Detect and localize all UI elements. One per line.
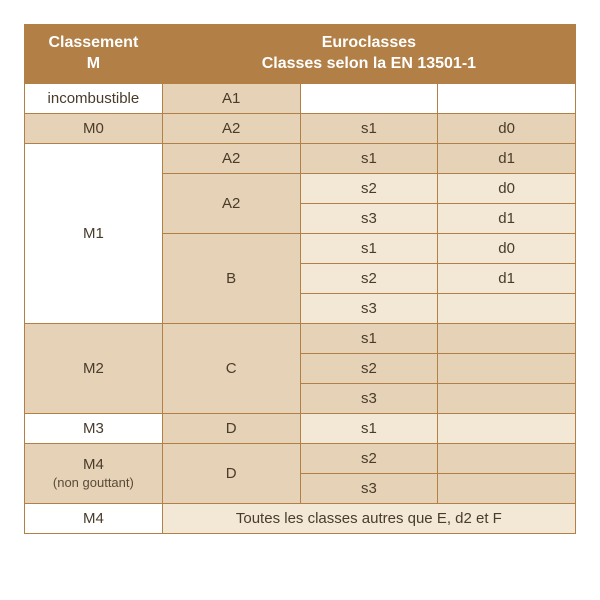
cell-c3: s2 [300, 173, 438, 203]
cell-c4: d0 [438, 173, 576, 203]
cell-c4: d1 [438, 263, 576, 293]
header-euroclasses-l2: Classes selon la EN 13501-1 [262, 55, 476, 72]
cell-m: M0 [25, 113, 163, 143]
table-row: M4 Toutes les classes autres que E, d2 e… [25, 503, 576, 533]
cell-c3: s3 [300, 383, 438, 413]
cell-c2: A1 [162, 83, 300, 113]
cell-c2: D [162, 413, 300, 443]
cell-c4 [438, 443, 576, 473]
header-euroclasses-l1: Euroclasses [322, 34, 416, 51]
cell-c2: C [162, 323, 300, 413]
cell-m: incombustible [25, 83, 163, 113]
cell-c3: s3 [300, 473, 438, 503]
table-row: M3 D s1 [25, 413, 576, 443]
cell-m: M4 [25, 503, 163, 533]
cell-c4 [438, 353, 576, 383]
table-row: M2 C s1 [25, 323, 576, 353]
cell-c3: s1 [300, 323, 438, 353]
table-row: M1 A2 s1 d1 [25, 143, 576, 173]
cell-m-label: M4 [83, 456, 104, 473]
cell-c3: s2 [300, 353, 438, 383]
cell-c3 [300, 83, 438, 113]
cell-c3: s1 [300, 113, 438, 143]
cell-m-sublabel: (non gouttant) [29, 475, 158, 490]
fire-class-table: Classement M Euroclasses Classes selon l… [24, 24, 576, 534]
cell-c3: s1 [300, 233, 438, 263]
cell-c4 [438, 473, 576, 503]
cell-c4 [438, 83, 576, 113]
header-row: Classement M Euroclasses Classes selon l… [25, 25, 576, 84]
cell-c2: A2 [162, 113, 300, 143]
cell-c2: D [162, 443, 300, 503]
cell-m: M2 [25, 323, 163, 413]
cell-c2: B [162, 233, 300, 323]
cell-m: M3 [25, 413, 163, 443]
table-row: M4 (non gouttant) D s2 [25, 443, 576, 473]
cell-c4: d0 [438, 113, 576, 143]
cell-c4 [438, 323, 576, 353]
cell-m: M4 (non gouttant) [25, 443, 163, 503]
cell-c4: d1 [438, 203, 576, 233]
cell-m: M1 [25, 143, 163, 323]
header-euroclasses: Euroclasses Classes selon la EN 13501-1 [162, 25, 575, 84]
header-classement-l2: M [87, 55, 100, 72]
cell-c4 [438, 383, 576, 413]
cell-c3: s2 [300, 443, 438, 473]
header-classement: Classement M [25, 25, 163, 84]
cell-c4: d0 [438, 233, 576, 263]
header-classement-l1: Classement [48, 34, 138, 51]
cell-c4 [438, 413, 576, 443]
cell-c4: d1 [438, 143, 576, 173]
cell-c3: s3 [300, 203, 438, 233]
cell-c2: A2 [162, 173, 300, 233]
table-row: M0 A2 s1 d0 [25, 113, 576, 143]
cell-c3: s1 [300, 143, 438, 173]
cell-c2: A2 [162, 143, 300, 173]
table-row: incombustible A1 [25, 83, 576, 113]
cell-c3: s3 [300, 293, 438, 323]
cell-c3: s1 [300, 413, 438, 443]
cell-c3: s2 [300, 263, 438, 293]
cell-c4 [438, 293, 576, 323]
cell-m4-text: Toutes les classes autres que E, d2 et F [162, 503, 575, 533]
